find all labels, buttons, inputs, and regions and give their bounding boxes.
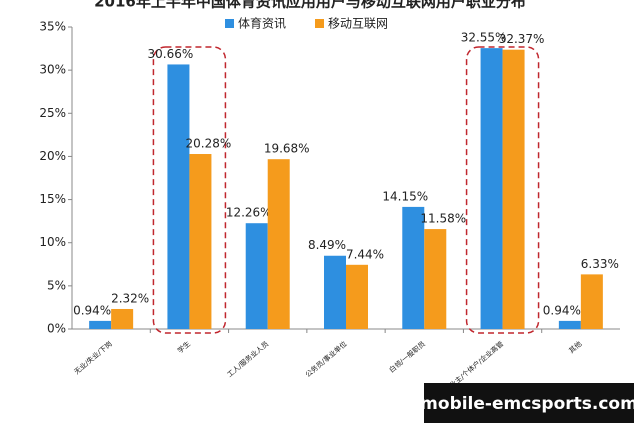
chart-title: 2016年上半年中国体育资讯应用用户与移动互联网用户职业分布 — [94, 0, 526, 11]
data-label: 32.37% — [499, 32, 545, 46]
y-tick-label: 20% — [39, 149, 66, 163]
bar — [580, 274, 603, 329]
y-tick-label: 35% — [39, 20, 66, 34]
x-tick-label: 无业/失业/下岗 — [72, 339, 114, 376]
legend-swatch — [225, 19, 234, 28]
legend-label: 移动互联网 — [328, 17, 388, 31]
x-tick-label: 工人/服务业人员 — [225, 339, 270, 379]
data-label: 6.33% — [581, 257, 619, 271]
legend-label: 体育资讯 — [238, 16, 286, 31]
data-label: 8.49% — [308, 238, 346, 252]
bar — [111, 308, 134, 329]
y-tick-label: 30% — [39, 63, 66, 77]
x-tick-label: 公务员/事业单位 — [303, 339, 348, 379]
bar — [480, 48, 503, 329]
data-label: 0.94% — [73, 303, 111, 317]
x-tick-label: 其他 — [567, 339, 584, 355]
data-label: 12.26% — [226, 206, 272, 220]
legend-swatch — [315, 19, 324, 28]
watermark: mobile-emcsports.com — [420, 394, 638, 414]
y-tick-label: 5% — [47, 278, 66, 292]
bar — [245, 223, 268, 329]
data-label: 14.15% — [382, 189, 428, 203]
bar — [167, 64, 190, 329]
bar — [189, 154, 212, 329]
highlight-box — [152, 46, 227, 334]
y-tick-label: 25% — [39, 106, 66, 120]
bar — [346, 264, 368, 329]
y-tick-label: 10% — [39, 235, 66, 249]
data-label: 0.94% — [543, 303, 581, 317]
data-label: 32.55% — [461, 31, 507, 45]
data-label: 11.58% — [420, 212, 466, 226]
x-tick-label: 学生 — [175, 339, 192, 355]
data-label: 20.28% — [186, 137, 232, 151]
data-label: 7.44% — [346, 247, 384, 261]
data-label: 2.32% — [111, 291, 149, 305]
bar — [89, 320, 112, 329]
data-label: 30.66% — [148, 47, 194, 61]
bar — [267, 159, 290, 329]
y-tick-label: 15% — [39, 192, 66, 206]
x-tick-label: 白领/一般职员 — [387, 339, 427, 374]
highlight-box — [465, 46, 540, 334]
data-label: 19.68% — [264, 142, 310, 156]
bar — [324, 255, 346, 329]
watermark-box — [424, 383, 634, 423]
bar — [424, 229, 447, 329]
y-tick-label: 0% — [47, 322, 66, 336]
bar — [502, 49, 525, 329]
bar — [558, 320, 581, 329]
bar — [402, 206, 425, 329]
